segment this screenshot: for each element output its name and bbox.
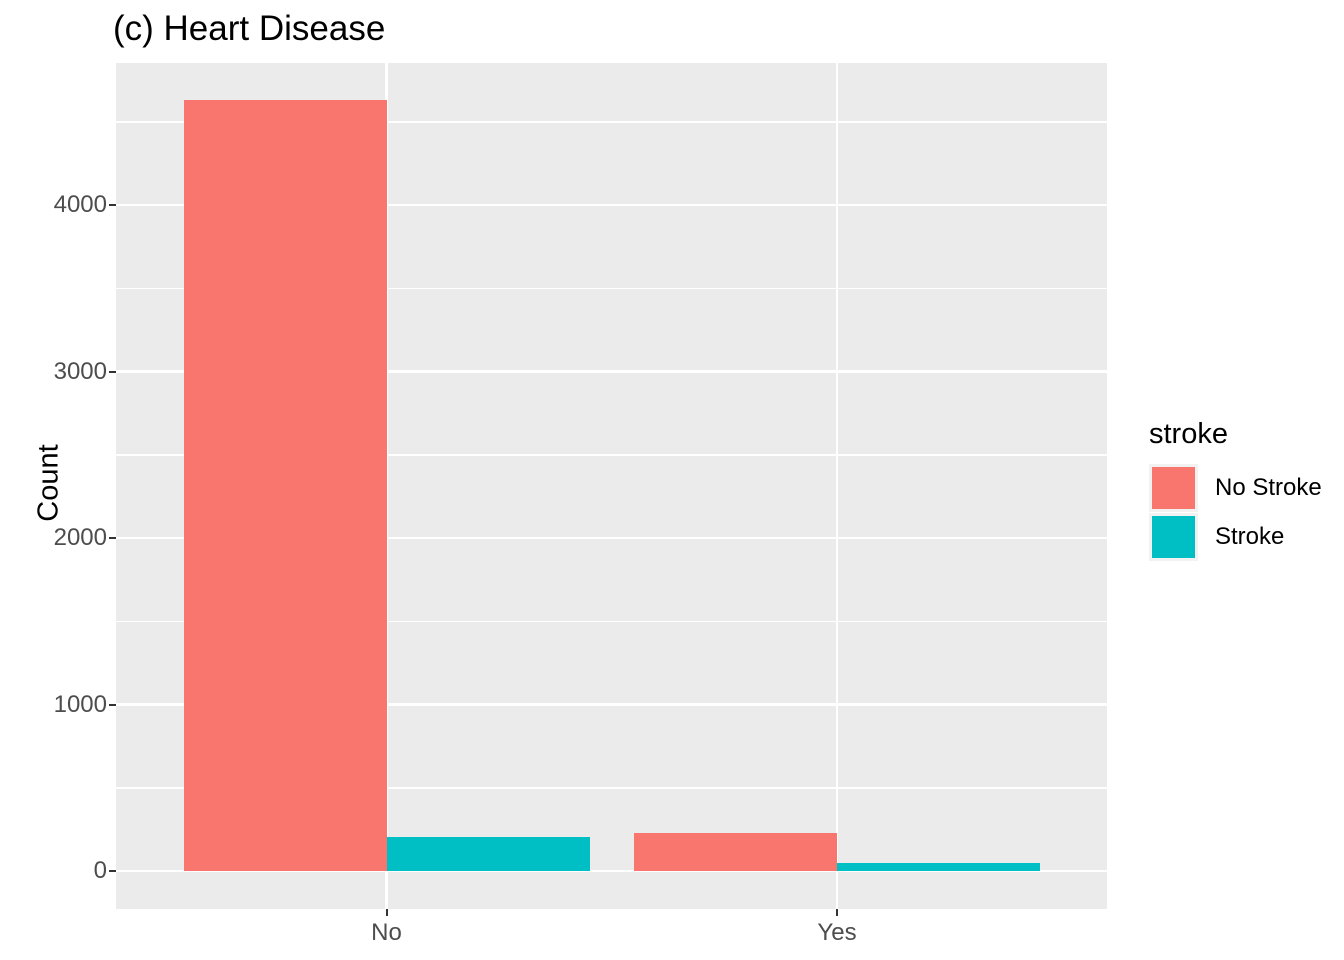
y-tick-mark-1000 [109,703,116,706]
y-tick-mark-2000 [109,537,116,539]
gridline-major-0 [116,869,1107,873]
legend-item-no-stroke: No Stroke [1149,464,1322,512]
bar-no-stroke [386,837,590,871]
bar-no-no-stroke [183,99,387,871]
legend-title: stroke [1149,418,1228,450]
bar-yes-no-stroke [634,832,837,871]
y-axis-title: Count [32,444,65,522]
gridline-major-4000 [116,203,1107,207]
legend: stroke No Stroke Stroke [1149,418,1322,562]
y-tick-label-0: 0 [93,857,107,884]
gridline-major-2000 [116,536,1107,540]
chart-title: (c) Heart Disease [113,9,386,48]
gridline-minor-3500 [116,287,1107,289]
x-tick-mark-no [385,909,388,916]
gridline-minor-500 [116,787,1107,789]
legend-items: No Stroke Stroke [1149,464,1322,561]
legend-label-stroke: Stroke [1215,523,1285,550]
y-tick-label-4000: 4000 [53,191,107,218]
plot-panel [116,63,1107,909]
gridline-vertical-no [385,63,388,909]
gridline-major-3000 [116,370,1107,373]
gridline-vertical-yes [835,63,839,909]
y-tick-mark-4000 [109,204,116,206]
x-tick-label-no: No [371,919,402,946]
legend-label-no-stroke: No Stroke [1215,474,1322,501]
y-tick-label-2000: 2000 [53,524,107,551]
legend-swatch-no-stroke [1149,464,1198,512]
y-tick-mark-0 [109,870,116,872]
y-tick-mark-3000 [109,370,116,373]
bar-yes-stroke [837,863,1040,871]
gridline-minor-2500 [116,454,1107,456]
legend-swatch-stroke [1149,513,1198,561]
legend-item-stroke: Stroke [1149,513,1322,561]
x-tick-mark-yes [836,909,838,916]
y-tick-label-1000: 1000 [53,690,107,718]
gridline-major-1000 [116,703,1107,706]
y-tick-label-3000: 3000 [53,357,107,385]
gridline-minor-4500 [116,121,1107,123]
gridline-minor-1500 [116,620,1107,622]
x-tick-label-yes: Yes [817,919,857,946]
